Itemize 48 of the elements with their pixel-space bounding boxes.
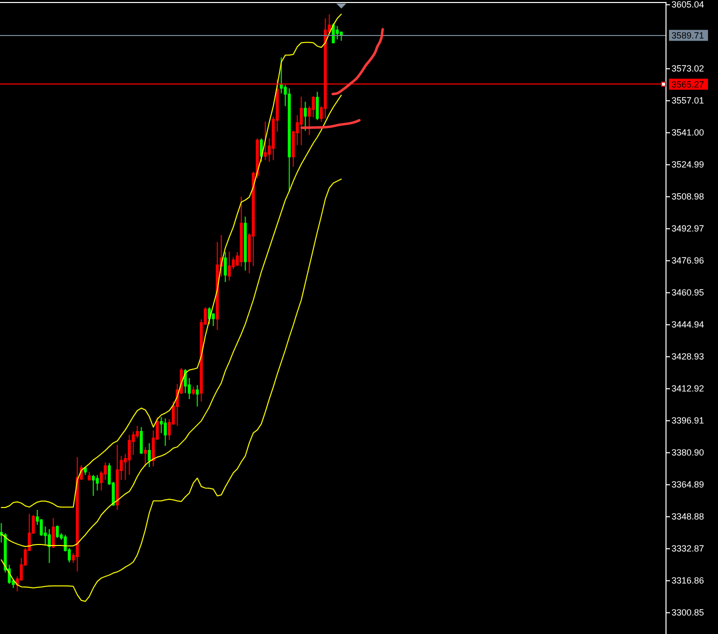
y-tick-label: 3316.86 <box>672 576 704 586</box>
y-tick-label: 3557.01 <box>672 96 704 106</box>
y-tick-label: 3300.85 <box>672 608 704 618</box>
y-tick-label: 3605.04 <box>672 0 704 10</box>
y-tick-label: 3492.97 <box>672 224 704 234</box>
line-series <box>0 178 342 602</box>
candlestick <box>140 426 143 454</box>
candlestick <box>336 26 339 40</box>
candlestick <box>240 196 243 268</box>
candlestick <box>164 418 167 446</box>
y-tick-label: 3380.90 <box>672 448 704 458</box>
candlestick <box>148 442 151 468</box>
candlestick <box>56 524 59 539</box>
candlestick <box>192 386 195 396</box>
y-tick-label: 3364.89 <box>672 480 704 490</box>
line-series <box>0 14 342 508</box>
y-tick-label: 3476.96 <box>672 256 704 266</box>
line-series <box>0 94 342 547</box>
ref-line-label: 3589.71 <box>672 30 704 41</box>
candlestick <box>244 216 247 272</box>
candlestick <box>304 101 307 132</box>
candlestick <box>0 522 3 543</box>
ref-line-label: 3565.27 <box>672 79 704 90</box>
candlestick <box>228 251 231 282</box>
candlestick <box>196 384 199 408</box>
y-tick-label: 3332.87 <box>672 544 704 554</box>
candlestick <box>264 121 267 161</box>
y-tick-label: 3460.95 <box>672 288 704 298</box>
candlestick <box>52 518 55 548</box>
candlestick <box>224 252 227 283</box>
y-tick-label: 3412.92 <box>672 384 704 394</box>
y-tick-label: 3396.91 <box>672 416 704 426</box>
candlestick <box>144 446 147 468</box>
candlestick <box>92 474 95 496</box>
y-tick-label: 3444.94 <box>672 320 704 330</box>
y-tick-label: 3428.93 <box>672 352 704 362</box>
y-tick-label: 3348.88 <box>672 512 704 522</box>
candlestick <box>300 96 303 146</box>
y-tick-label: 3508.98 <box>672 192 704 202</box>
y-tick-label: 3573.02 <box>672 64 704 74</box>
y-tick-label: 3541.00 <box>672 128 704 138</box>
candlestick <box>116 444 119 510</box>
candlestick <box>88 471 91 481</box>
candlestick <box>84 466 87 476</box>
candlestick <box>48 528 51 564</box>
candlestick <box>288 88 291 192</box>
y-tick-label: 3524.99 <box>672 160 704 170</box>
candlestick <box>316 91 319 121</box>
